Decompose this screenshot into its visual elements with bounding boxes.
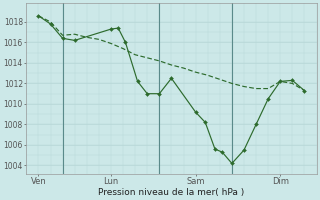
X-axis label: Pression niveau de la mer( hPa ): Pression niveau de la mer( hPa ) bbox=[98, 188, 244, 197]
